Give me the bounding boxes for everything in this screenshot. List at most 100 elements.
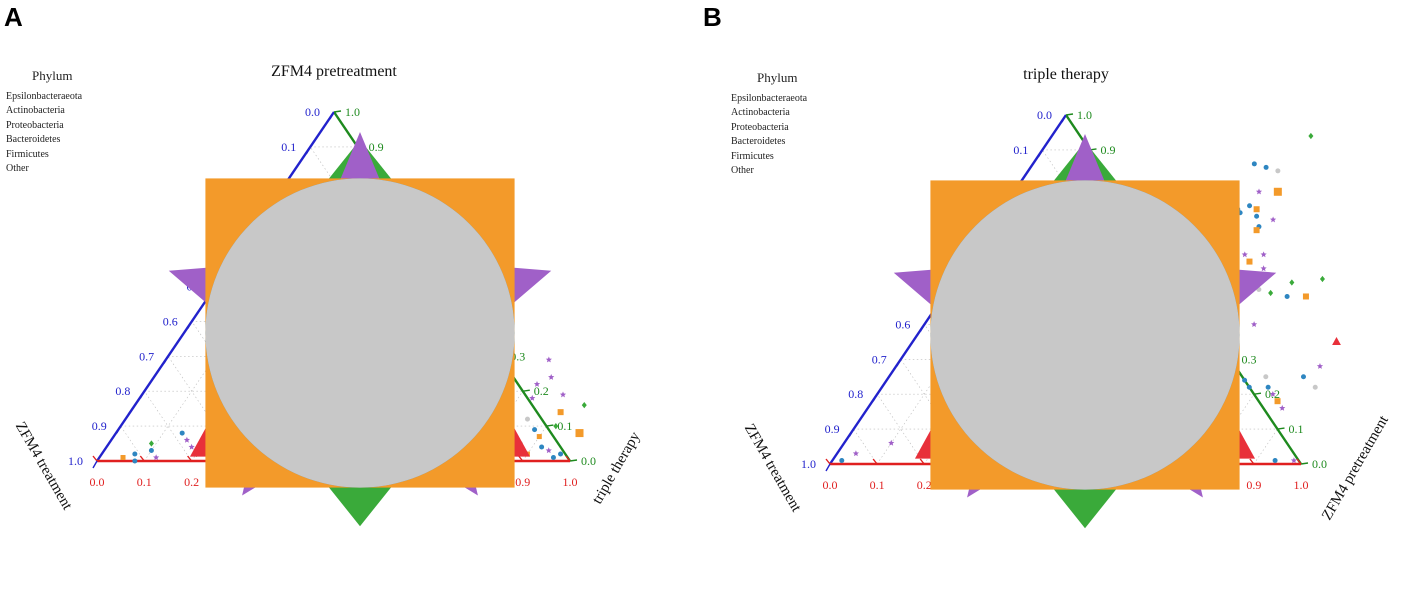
legend-label: Actinobacteria: [6, 105, 65, 117]
bottom-tick-label: 0.2: [184, 475, 199, 489]
data-point: [1269, 390, 1276, 397]
data-point: [1308, 132, 1314, 140]
legend: Phylum Epsilonbacteraeota Actinobacteria…: [731, 70, 1277, 529]
plot-title: triple therapy: [1023, 66, 1109, 83]
data-point: [132, 458, 138, 464]
data-point: [188, 443, 195, 450]
data-point: [1251, 321, 1258, 328]
data-point: [120, 455, 126, 461]
bottom-tick-label: 1.0: [1294, 478, 1309, 492]
plot-title: ZFM4 pretreatment: [271, 63, 397, 80]
bottom-tick-label: 0.1: [870, 478, 885, 492]
legend-label: Proteobacteria: [731, 121, 789, 133]
data-point: [1251, 161, 1257, 167]
left-tick: [919, 324, 926, 332]
grid-line: [853, 428, 878, 465]
bottom-tick: [139, 455, 145, 462]
data-point: [1279, 404, 1286, 411]
legend-label: Epsilonbacteraeota: [6, 90, 83, 102]
data-point: [153, 454, 160, 461]
data-point: [1246, 384, 1252, 390]
right-tick-label: 0.9: [1101, 143, 1116, 157]
left-tick: [187, 321, 193, 329]
left-tick: [825, 463, 831, 472]
right-tick-label: 0.0: [581, 454, 596, 468]
right-tick-label: 0.1: [557, 419, 572, 433]
data-point: [888, 439, 895, 446]
right-tick: [569, 459, 578, 462]
data-point: [1272, 458, 1278, 464]
data-point: [1319, 275, 1325, 283]
panel-letter: A: [4, 2, 23, 32]
bottom-tick: [1249, 458, 1255, 465]
right-tick: [333, 110, 342, 113]
left-tick: [92, 460, 98, 469]
bottom-tick: [92, 455, 98, 462]
left-tick-label: 0.6: [163, 314, 178, 328]
data-point: [1254, 213, 1260, 219]
left-tick-label: 0.7: [139, 349, 154, 363]
data-point: [1332, 337, 1341, 346]
panel-letter: B: [703, 2, 722, 32]
circle-icon: [930, 180, 1240, 490]
legend-item-other[interactable]: Other: [731, 164, 1240, 490]
data-point: [1300, 374, 1306, 380]
left-tick: [896, 358, 902, 367]
bottom-tick-label: 1.0: [563, 475, 578, 489]
left-tick-label: 0.0: [1037, 108, 1052, 122]
right-tick: [522, 389, 530, 392]
bottom-tick: [187, 455, 193, 462]
left-tick: [872, 393, 878, 402]
left-tick: [848, 428, 855, 437]
right-tick-label: 1.0: [345, 105, 360, 119]
data-point: [1312, 384, 1318, 390]
bottom-tick-label: 0.0: [823, 478, 838, 492]
legend-title: Phylum: [757, 70, 798, 85]
left-tick-label: 0.9: [825, 422, 840, 436]
panel-b: B 0.01.00.00.10.90.10.20.80.20.30.70.30.…: [703, 0, 1417, 530]
bottom-tick: [565, 455, 571, 462]
right-tick-label: 0.3: [1242, 352, 1257, 366]
legend-title: Phylum: [32, 68, 73, 83]
data-point: [1289, 279, 1295, 286]
left-tick-label: 0.9: [92, 419, 107, 433]
legend-label: Epsilonbacteraeota: [731, 92, 808, 104]
data-point: [132, 451, 138, 457]
left-tick-label: 0.6: [895, 317, 910, 331]
circle-marker: [930, 180, 1240, 490]
panel-a: A 0.01.00.00.10.90.10.20.80.20.30.70.30.…: [0, 0, 708, 530]
legend-label: Bacteroidetes: [731, 136, 786, 148]
data-point: [557, 409, 564, 416]
data-point: [183, 436, 190, 443]
data-point: [1260, 251, 1267, 258]
data-point: [1290, 457, 1298, 464]
data-point: [1284, 293, 1290, 299]
data-point: [545, 356, 552, 363]
right-tick: [546, 424, 554, 427]
legend-label: Proteobacteria: [6, 119, 64, 131]
left-tick: [305, 146, 311, 155]
left-tick-label: 0.0: [305, 105, 320, 119]
data-point: [575, 429, 584, 438]
left-tick: [329, 111, 335, 120]
data-point: [179, 430, 185, 436]
data-point: [1255, 188, 1263, 195]
legend-item-other[interactable]: Other: [6, 162, 515, 488]
data-point: [548, 373, 555, 380]
left-tick: [163, 355, 169, 364]
data-point: [1241, 251, 1248, 258]
data-point: [1253, 206, 1260, 213]
data-point: [1247, 203, 1253, 209]
data-point: [581, 402, 587, 409]
data-point: [1242, 377, 1248, 383]
bottom-tick: [919, 458, 925, 465]
legend-label: Firmicutes: [6, 148, 49, 160]
bottom-tick-label: 0.0: [90, 475, 105, 489]
legend-label: Firmicutes: [731, 150, 774, 162]
circle-marker: [205, 178, 515, 488]
data-point: [852, 450, 860, 457]
left-tick: [139, 390, 146, 399]
data-point: [1246, 258, 1253, 265]
right-tick-label: 0.9: [369, 140, 384, 154]
right-tick-label: 1.0: [1077, 108, 1092, 122]
